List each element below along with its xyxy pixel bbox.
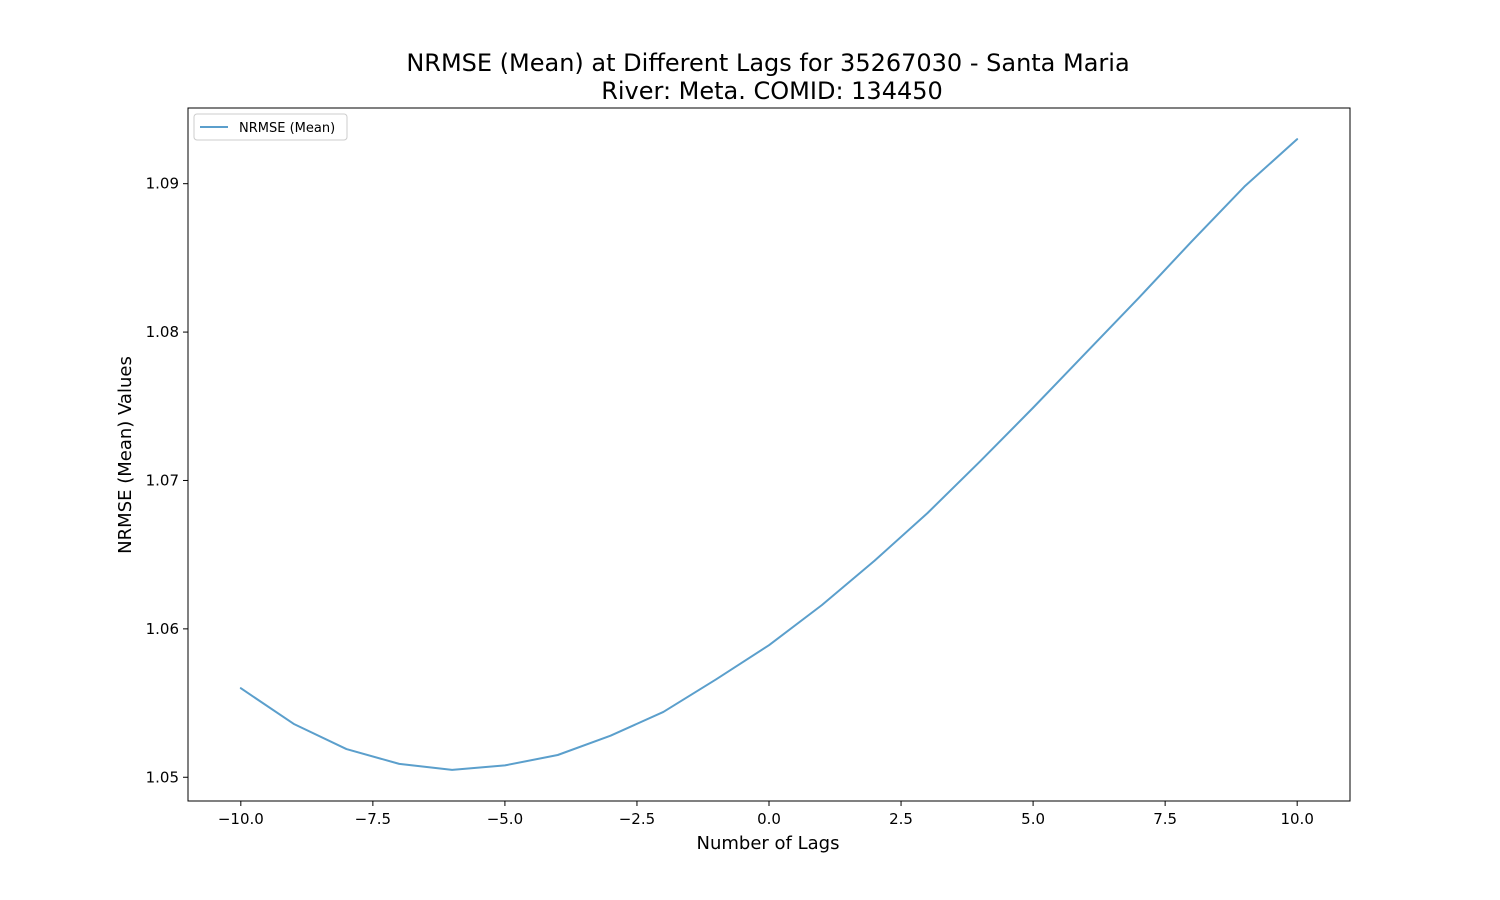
data-point <box>1032 407 1034 409</box>
x-tick-label: −10.0 <box>218 810 264 828</box>
data-point <box>1296 138 1298 140</box>
data-point <box>451 769 453 771</box>
y-tick-label: 1.06 <box>146 620 179 638</box>
x-tick-label: 2.5 <box>889 810 913 828</box>
y-tick-label: 1.05 <box>146 768 179 786</box>
data-point <box>345 748 348 750</box>
plot-area <box>187 107 1351 802</box>
data-point <box>557 754 559 756</box>
x-axis: −10.0 −7.5 −5.0 −2.5 0.0 2.5 5.0 7.5 10.0 <box>218 801 1314 828</box>
x-tick-label: −2.5 <box>619 810 655 828</box>
data-point <box>504 764 506 766</box>
data-point <box>609 735 612 737</box>
y-tick-label: 1.09 <box>146 175 179 193</box>
data-point <box>926 512 929 514</box>
series-layer <box>239 138 1299 771</box>
data-point <box>1085 352 1087 354</box>
y-tick-label: 1.08 <box>146 323 179 341</box>
x-tick-label: −7.5 <box>355 810 391 828</box>
chart-title-line-1: NRMSE (Mean) at Different Lags for 35267… <box>406 49 1129 77</box>
x-tick-label: 7.5 <box>1153 810 1177 828</box>
data-point <box>874 560 876 562</box>
data-point <box>662 711 664 713</box>
data-point <box>240 687 242 689</box>
data-point <box>293 723 295 725</box>
y-axis: 1.05 1.06 1.07 1.08 1.09 <box>146 175 188 786</box>
y-tick-label: 1.07 <box>146 471 179 489</box>
x-tick-label: 5.0 <box>1021 810 1045 828</box>
data-point <box>768 644 770 646</box>
x-tick-label: 10.0 <box>1280 810 1313 828</box>
data-point <box>821 604 823 606</box>
data-point <box>715 678 717 680</box>
data-point <box>1138 297 1140 299</box>
data-point <box>979 460 981 462</box>
x-axis-label: Number of Lags <box>697 833 840 854</box>
data-point <box>398 763 400 765</box>
data-point <box>1243 186 1245 188</box>
x-tick-label: −5.0 <box>487 810 523 828</box>
legend-label: NRMSE (Mean) <box>239 121 335 136</box>
legend-box <box>193 113 348 141</box>
y-axis-label: NRMSE (Mean) Values <box>115 356 136 554</box>
data-point <box>1190 240 1193 243</box>
x-tick-label: 0.0 <box>757 810 781 828</box>
chart-title-line-2: River: Meta. COMID: 134450 <box>601 77 943 105</box>
legend: NRMSE (Mean) <box>193 113 348 141</box>
